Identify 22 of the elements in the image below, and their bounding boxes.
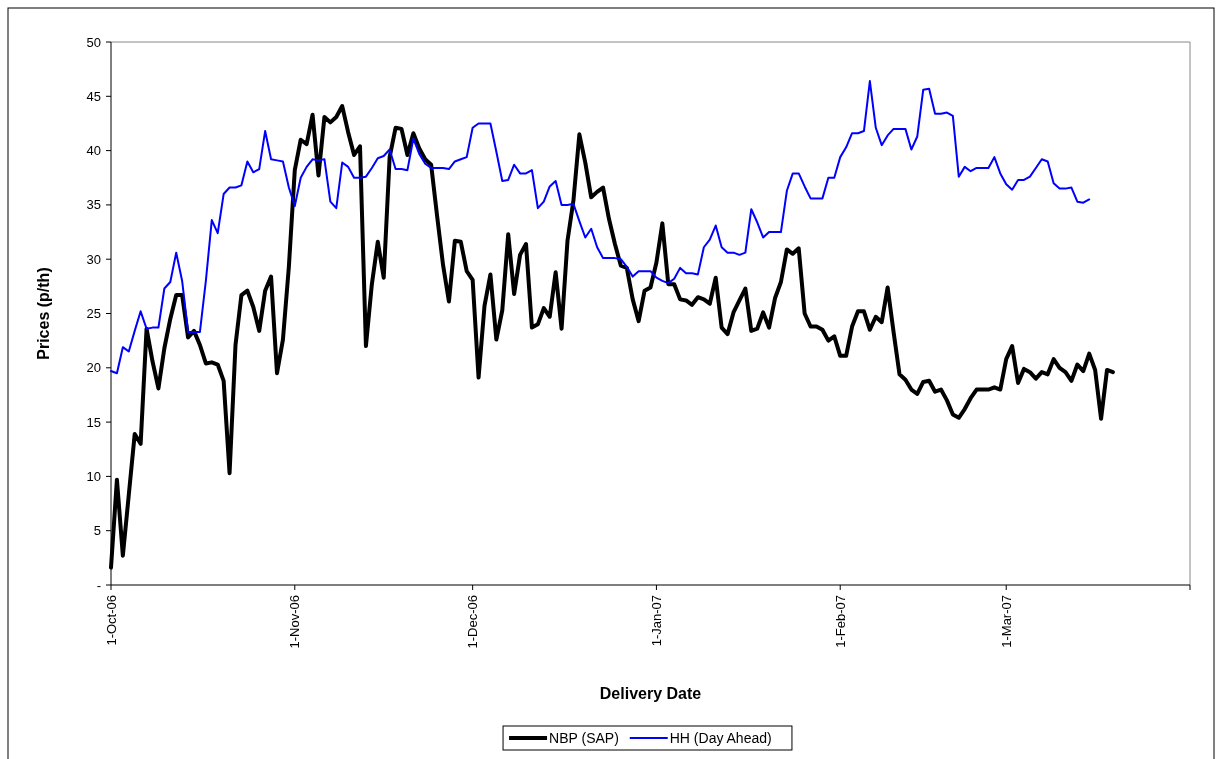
y-tick-label: 30 [86,251,101,267]
y-tick-label: 45 [86,88,101,104]
y-tick-label: 15 [86,414,101,430]
x-tick-label: 1-Jan-07 [648,595,664,647]
y-tick-label: 35 [86,197,101,213]
y-tick-label: 20 [86,360,101,376]
x-tick-label: 1-Feb-07 [832,595,848,648]
y-tick-label: 40 [86,143,101,159]
x-tick-label: 1-Nov-06 [287,595,303,649]
y-tick-label: 10 [86,468,101,484]
y-tick-label: 25 [86,306,101,322]
x-tick-label: 1-Oct-06 [103,595,119,646]
x-axis-title: Delivery Date [599,685,702,702]
y-tick-label: - [96,577,101,593]
legend-label: NBP (SAP) [549,729,619,746]
y-tick-label: 5 [93,523,101,539]
y-axis-title: Prices (p/th) [35,267,52,360]
x-tick-label: 1-Dec-06 [465,595,481,649]
legend-label: HH (Day Ahead) [669,729,772,746]
x-tick-label: 1-Mar-07 [998,595,1014,648]
line-series [110,80,1091,375]
y-tick-label: 50 [86,34,101,50]
